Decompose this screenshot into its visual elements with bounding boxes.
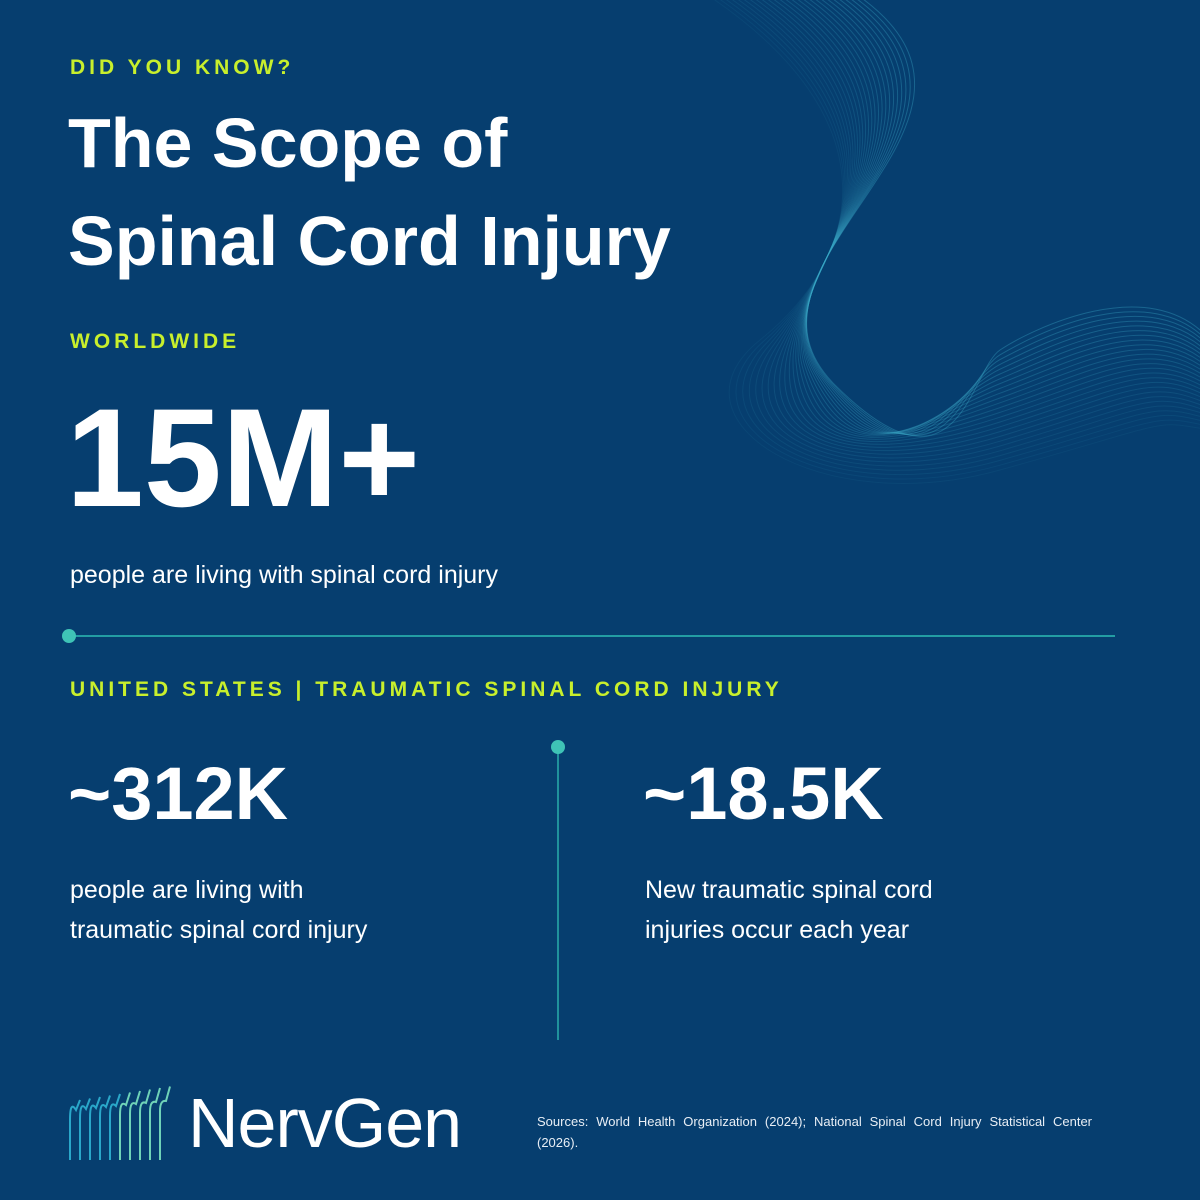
wave <box>767 0 1200 448</box>
wave <box>755 0 1200 455</box>
section-label: WORLDWIDE <box>70 330 241 353</box>
stat: ~312K <box>68 752 289 835</box>
wave <box>806 0 1200 436</box>
wave <box>804 0 1200 434</box>
wave <box>806 0 1200 437</box>
wave <box>779 0 1200 443</box>
title-line: The Scope of <box>68 104 508 182</box>
stat-description: traumatic spinal cord injury <box>70 916 368 944</box>
wave <box>773 0 1200 445</box>
logo-stroke <box>79 1098 91 1160</box>
wave <box>785 0 1200 440</box>
wave <box>800 0 1200 436</box>
wave <box>797 0 1200 437</box>
wave <box>725 0 1200 475</box>
wave <box>805 0 1200 435</box>
divider-dot <box>62 629 76 643</box>
stat-description: people are living with spinal cord injur… <box>70 561 499 589</box>
wave <box>749 0 1200 459</box>
logo-stroke <box>149 1087 161 1160</box>
logo-stroke <box>89 1096 101 1160</box>
stat-description: people are living with <box>70 876 304 904</box>
wave <box>802 0 1200 434</box>
wave <box>761 0 1200 452</box>
stat: ~18.5K <box>643 752 884 835</box>
eyebrow: DID YOU KNOW? <box>70 56 295 79</box>
wave <box>719 0 1200 480</box>
stat-description: New traumatic spinal cord <box>645 876 933 904</box>
logo-icon <box>69 1086 171 1160</box>
wave <box>803 0 1200 434</box>
wave <box>804 0 1200 434</box>
logo-stroke <box>69 1099 81 1160</box>
stat-description: injuries occur each year <box>645 916 910 944</box>
logo-stroke <box>119 1092 131 1160</box>
wave <box>805 0 1200 434</box>
wave <box>743 0 1200 463</box>
wave <box>801 0 1200 435</box>
logo-stroke <box>139 1089 151 1160</box>
stat: 15M+ <box>66 379 421 536</box>
wave <box>737 0 1200 467</box>
logo-stroke <box>109 1093 121 1160</box>
wave <box>805 0 1200 436</box>
logo-text: NervGen <box>188 1084 462 1162</box>
column-divider-dot <box>551 740 565 754</box>
wave <box>731 0 1200 471</box>
title-line: Spinal Cord Injury <box>68 202 671 280</box>
logo-stroke <box>159 1086 171 1160</box>
wave <box>713 0 1200 484</box>
sources: Sources: World Health Organization (2024… <box>537 1114 1092 1150</box>
wave <box>791 0 1200 438</box>
section-label: UNITED STATES | TRAUMATIC SPINAL CORD IN… <box>70 678 783 701</box>
logo-stroke <box>99 1095 111 1160</box>
logo-stroke <box>129 1090 141 1160</box>
